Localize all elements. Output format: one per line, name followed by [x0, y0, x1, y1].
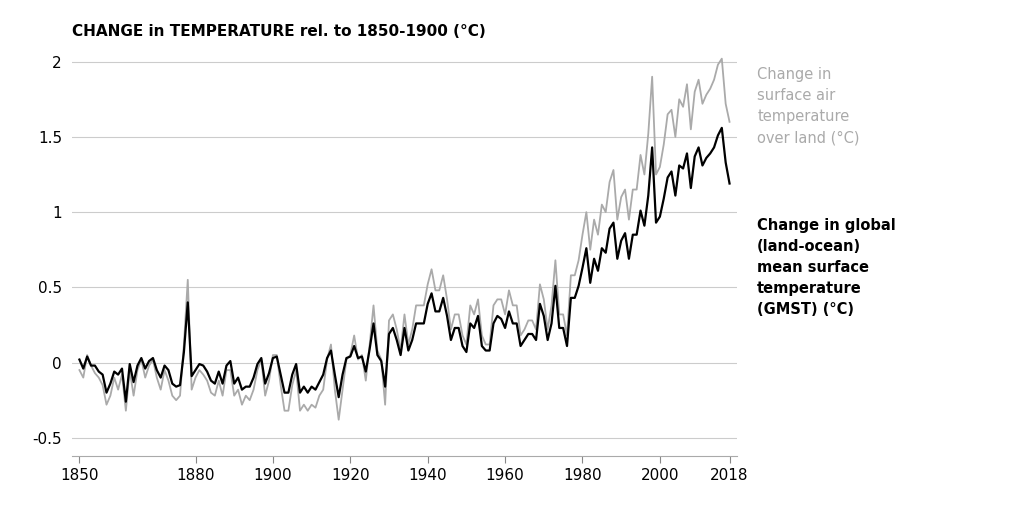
Text: Change in global
(land-ocean)
mean surface
temperature
(GMST) (°C): Change in global (land-ocean) mean surfa… — [757, 219, 896, 318]
Text: Change in
surface air
temperature
over land (°C): Change in surface air temperature over l… — [757, 67, 860, 145]
Text: CHANGE in TEMPERATURE rel. to 1850-1900 (°C): CHANGE in TEMPERATURE rel. to 1850-1900 … — [72, 23, 485, 38]
